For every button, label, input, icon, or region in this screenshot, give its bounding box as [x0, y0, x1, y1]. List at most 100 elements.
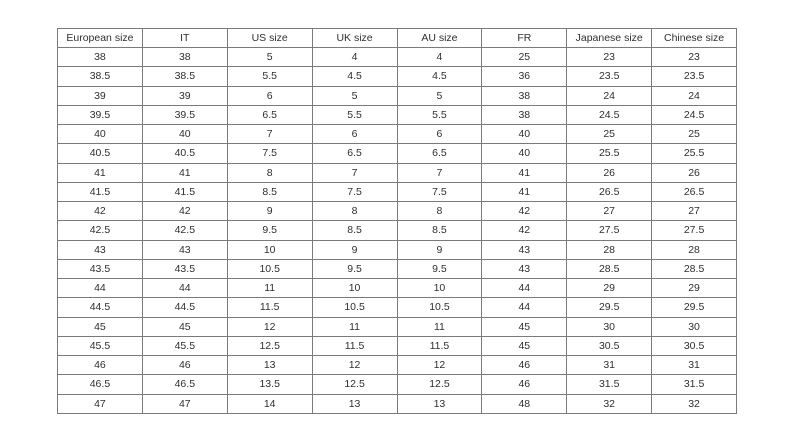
table-cell: 43 [481, 239, 568, 260]
table-cell: 41.5 [141, 181, 228, 203]
table-row: 41.5 41.5 8.5 7.5 7.5 41 26.5 26.5 [57, 181, 737, 203]
table-cell: 12.5 [226, 335, 313, 357]
table-cell: 32 [651, 393, 737, 414]
table-cell: 29 [566, 277, 653, 299]
table-cell: 38.5 [141, 66, 228, 87]
table-cell: 27 [566, 200, 653, 222]
table-cell: 39 [57, 85, 143, 106]
table-cell: 26.5 [651, 181, 737, 203]
table-cell: 9 [396, 239, 483, 260]
table-cell: 13 [226, 354, 313, 376]
table-cell: 43.5 [57, 258, 143, 280]
table-cell: 12 [311, 354, 398, 376]
table-cell: 8 [396, 200, 483, 222]
table-cell: 41 [57, 162, 143, 183]
table-cell: 24.5 [651, 104, 737, 126]
table-cell: 28.5 [566, 258, 653, 280]
table-cell: 31 [651, 354, 737, 376]
table-cell: 24 [566, 85, 653, 106]
table-body: 38 38 5 4 4 25 23 23 38.5 38.5 5.5 4.5 4.5 36 23.5 23.5… [57, 46, 737, 414]
table-cell: 27.5 [651, 220, 737, 241]
table-cell: 12.5 [396, 374, 483, 395]
table-cell: 9.5 [396, 258, 483, 280]
table-cell: 30.5 [566, 335, 653, 357]
table-cell: 27 [651, 200, 737, 222]
table-cell: 6.5 [396, 143, 483, 164]
table-cell: 38 [481, 104, 568, 126]
table-cell: 10 [226, 239, 313, 260]
table-cell: 23.5 [651, 66, 737, 87]
table-row: 46 46 13 12 12 46 31 31 [57, 354, 737, 376]
table-cell: 38.5 [57, 66, 143, 87]
table-cell: 39.5 [57, 104, 143, 126]
table-cell: 23.5 [566, 66, 653, 87]
table-cell: 5 [226, 46, 313, 68]
table-cell: 24 [651, 85, 737, 106]
table-cell: 45.5 [141, 335, 228, 357]
table-cell: 8 [226, 162, 313, 183]
table-cell: 23 [651, 46, 737, 68]
table-cell: 9 [226, 200, 313, 222]
table-row: 47 47 14 13 13 48 32 32 [57, 393, 737, 414]
table-cell: 42.5 [141, 220, 228, 241]
column-header: European size [57, 28, 143, 48]
table-cell: 47 [57, 393, 143, 414]
table-cell: 44 [57, 277, 143, 299]
table-cell: 31.5 [651, 374, 737, 395]
table-cell: 48 [481, 393, 568, 414]
table-cell: 8.5 [226, 181, 313, 203]
table-cell: 11.5 [396, 335, 483, 357]
table-cell: 6.5 [226, 104, 313, 126]
table-cell: 40 [57, 123, 143, 145]
table-cell: 10.5 [226, 258, 313, 280]
table-cell: 25 [566, 123, 653, 145]
table-header-row: European size IT US size UK size AU size FR Ja… [57, 28, 737, 48]
table-cell: 14 [226, 393, 313, 414]
table-cell: 23 [566, 46, 653, 68]
size-conversion-table: European size IT US size UK size AU size FR Ja… [57, 28, 737, 414]
table-cell: 41 [481, 181, 568, 203]
table-cell: 29 [651, 277, 737, 299]
table-row: 40 40 7 6 6 40 25 25 [57, 123, 737, 145]
table-cell: 43 [141, 239, 228, 260]
table-cell: 4.5 [311, 66, 398, 87]
table-cell: 6 [396, 123, 483, 145]
column-header: UK size [311, 28, 398, 48]
table-cell: 39.5 [141, 104, 228, 126]
table-cell: 26.5 [566, 181, 653, 203]
table-row: 45 45 12 11 11 45 30 30 [57, 316, 737, 337]
table-cell: 40 [481, 123, 568, 145]
table-cell: 11.5 [226, 297, 313, 318]
table-row: 43.5 43.5 10.5 9.5 9.5 43 28.5 28.5 [57, 258, 737, 280]
table-cell: 38 [57, 46, 143, 68]
table-cell: 7.5 [396, 181, 483, 203]
table-cell: 6 [226, 85, 313, 106]
table-cell: 7 [226, 123, 313, 145]
table-cell: 39 [141, 85, 228, 106]
table-cell: 40 [481, 143, 568, 164]
table-cell: 42 [481, 220, 568, 241]
table-cell: 29.5 [566, 297, 653, 318]
table-cell: 5.5 [226, 66, 313, 87]
table-cell: 46 [57, 354, 143, 376]
table-cell: 6 [311, 123, 398, 145]
column-header: US size [226, 28, 313, 48]
table-cell: 11 [226, 277, 313, 299]
table-cell: 10 [311, 277, 398, 299]
table-cell: 6.5 [311, 143, 398, 164]
table-cell: 24.5 [566, 104, 653, 126]
table-row: 40.5 40.5 7.5 6.5 6.5 40 25.5 25.5 [57, 143, 737, 164]
table-cell: 7.5 [226, 143, 313, 164]
table-cell: 30 [651, 316, 737, 337]
table-row: 44.5 44.5 11.5 10.5 10.5 44 29.5 29.5 [57, 297, 737, 318]
table-cell: 40 [141, 123, 228, 145]
table-row: 38.5 38.5 5.5 4.5 4.5 36 23.5 23.5 [57, 66, 737, 87]
table-row: 41 41 8 7 7 41 26 26 [57, 162, 737, 183]
table-cell: 46 [481, 374, 568, 395]
table-cell: 45.5 [57, 335, 143, 357]
table-cell: 13 [396, 393, 483, 414]
column-header: Japanese size [566, 28, 653, 48]
table-row: 43 43 10 9 9 43 28 28 [57, 239, 737, 260]
table-cell: 9.5 [226, 220, 313, 241]
